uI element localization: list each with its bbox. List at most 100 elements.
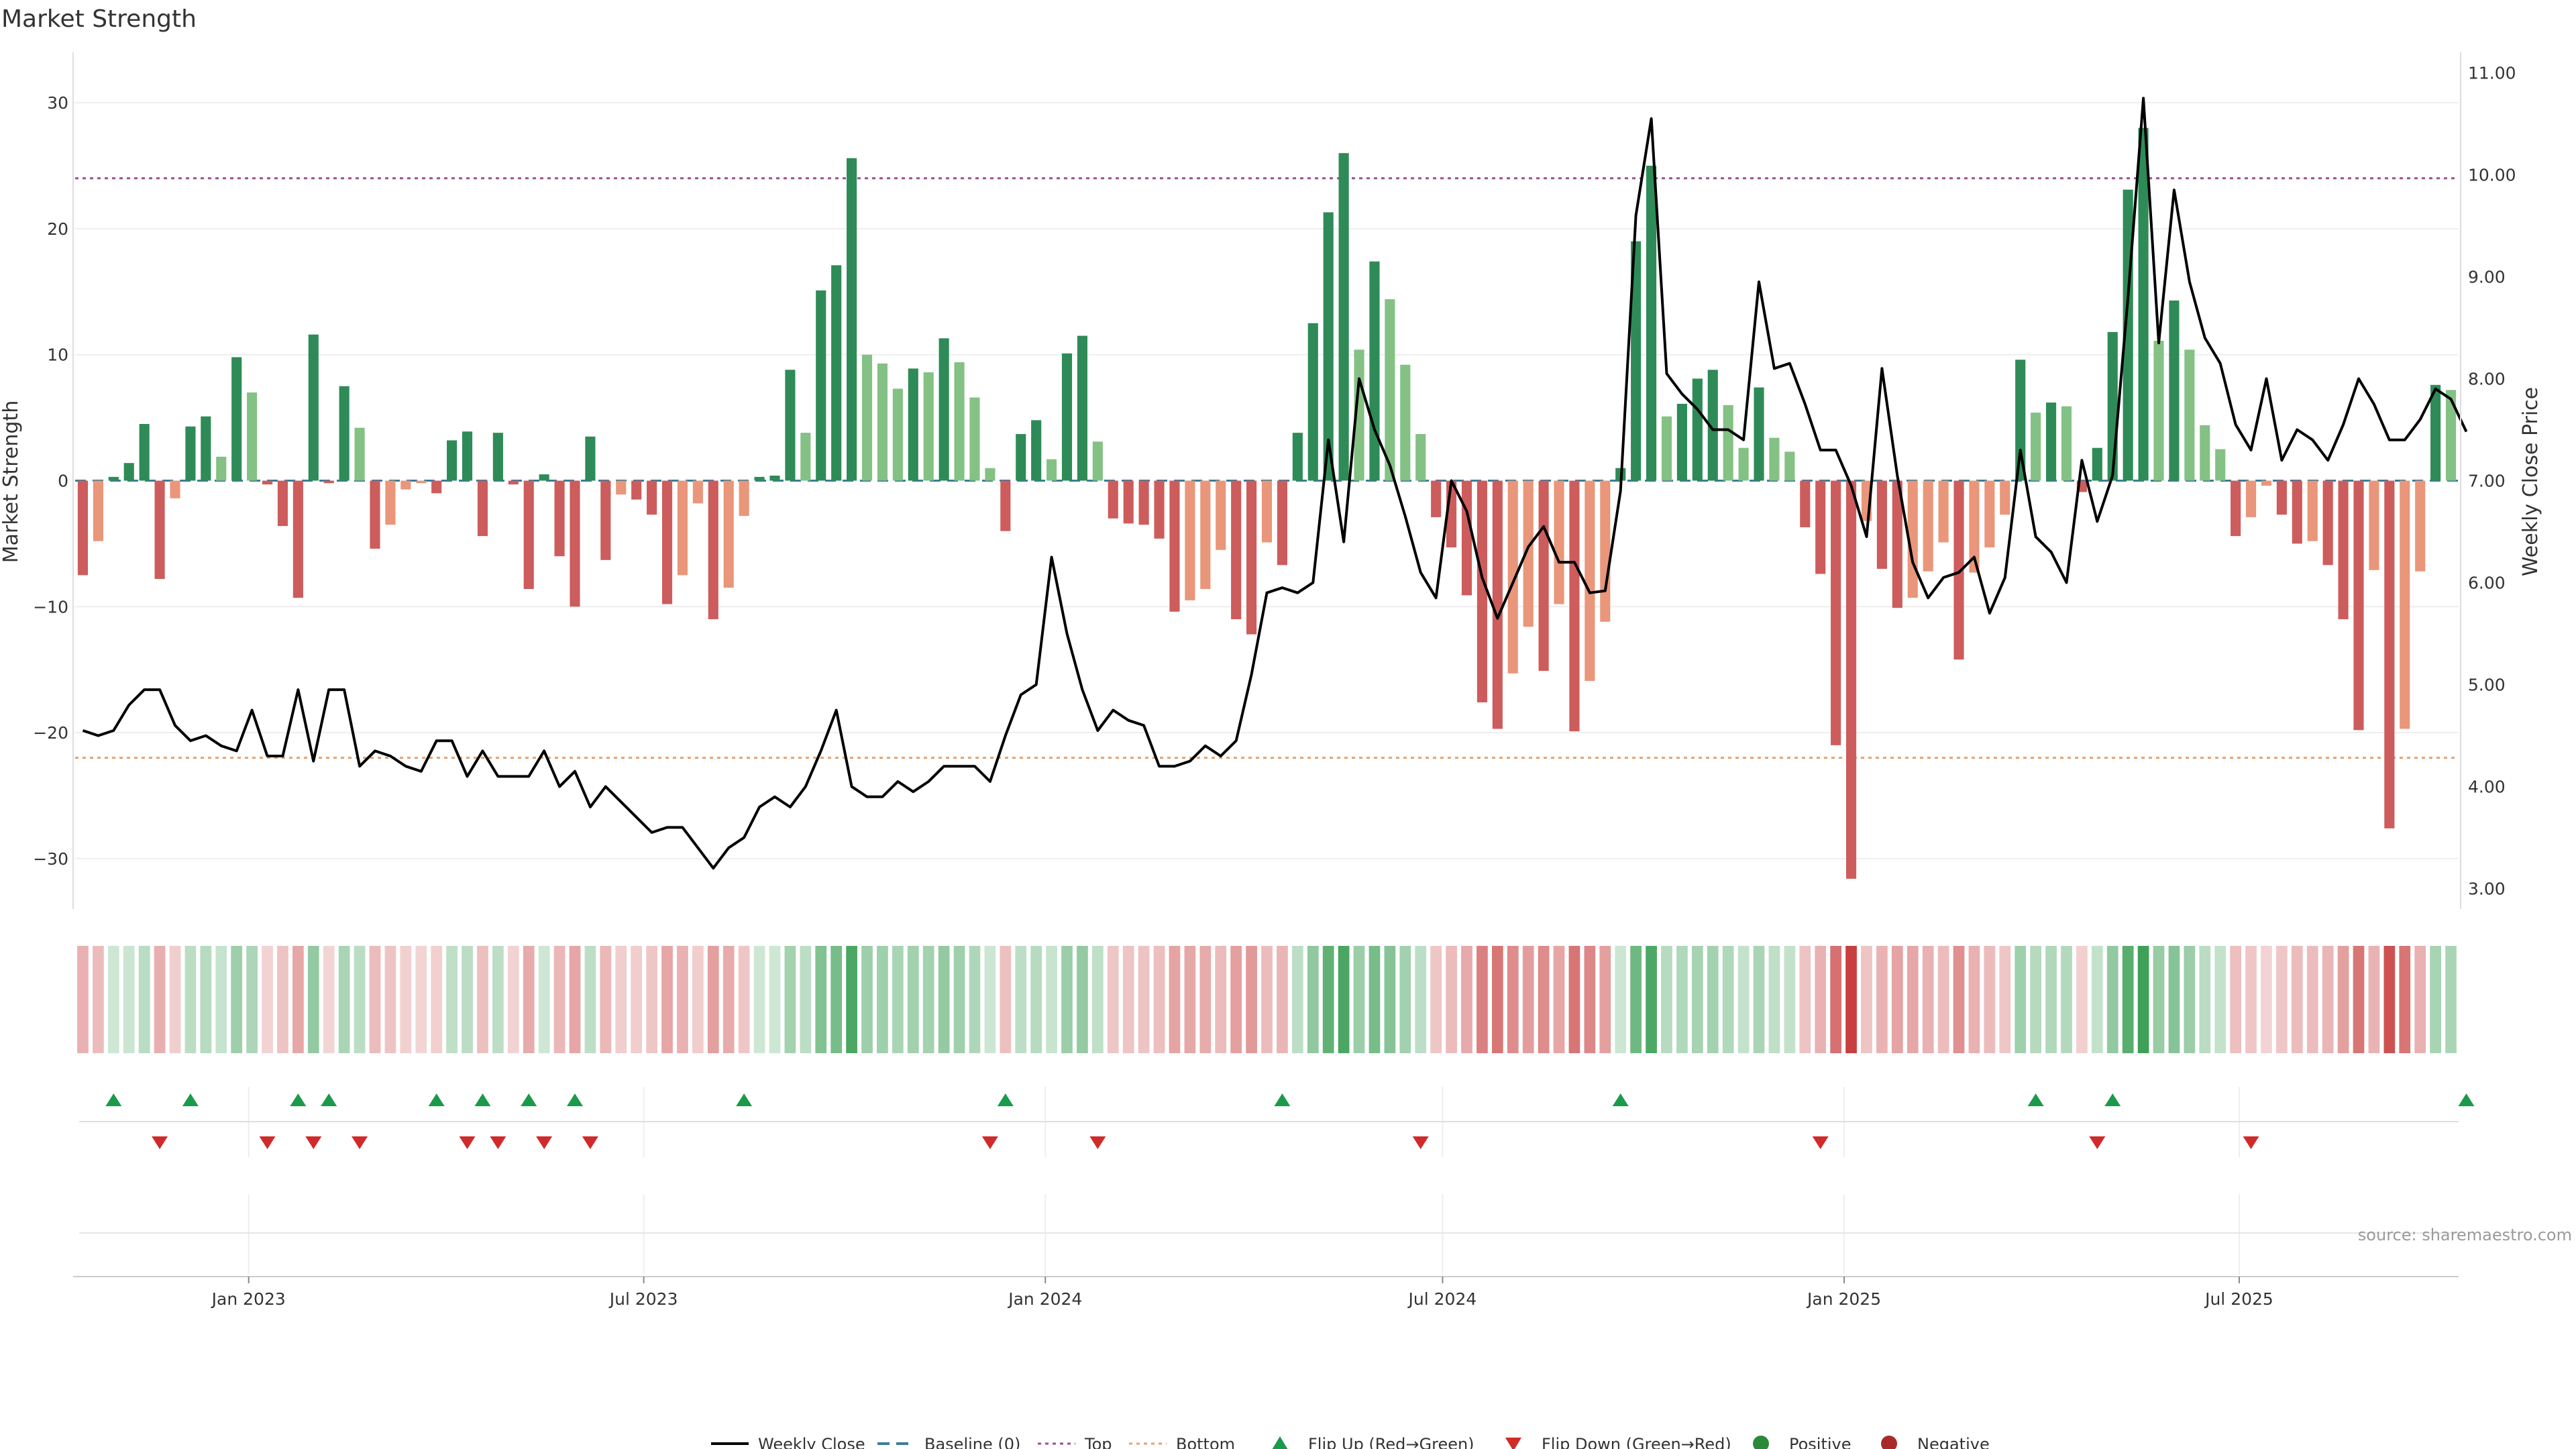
strength-bar [2353,480,2364,731]
heat-cell [1046,946,1057,1053]
y-axis-label: Market Strength [0,400,23,563]
y2-tick-label: 10.00 [2468,165,2516,184]
strength-bar [339,386,350,481]
strength-bar [2445,390,2457,481]
heat-cell [1538,946,1550,1053]
legend-label: Bottom [1176,1435,1235,1449]
strength-bar [370,480,380,549]
legend-item: Bottom [1129,1435,1235,1449]
y2-tick-label: 9.00 [2468,267,2506,286]
strength-bar [1292,433,1303,481]
strength-bar [1523,480,1534,627]
strength-bar [354,427,365,481]
heat-cell [2153,946,2165,1053]
flip-down-marker [152,1136,168,1149]
strength-bar [2415,480,2426,572]
strength-bar [1676,403,1687,481]
strength-bar [2184,350,2195,481]
heat-cell [262,946,273,1053]
strength-bar [2231,480,2241,537]
heat-cell [1138,946,1150,1053]
strength-bar [1938,480,1949,543]
strength-bar [554,480,565,557]
heat-cell [1768,946,1780,1053]
strength-bar [1784,451,1795,481]
heat-cell [492,946,504,1053]
flip-up-marker [105,1093,122,1106]
legend-swatch [1505,1438,1521,1449]
heat-cell [892,946,904,1053]
strength-bar [816,290,826,481]
strength-bar [323,480,334,484]
heat-cell [2061,946,2072,1053]
heat-cell [2030,946,2041,1053]
heat-cell [2306,946,2318,1053]
flip-down-marker [1412,1136,1429,1149]
strength-bar [2045,402,2057,481]
heat-cell [307,946,319,1053]
strength-bar [277,480,288,527]
heat-cell [707,946,719,1053]
flip-down-marker [582,1136,598,1149]
strength-bar [1892,480,1902,608]
strength-bar [616,480,627,495]
heat-cell [215,946,227,1053]
strength-bar [877,363,888,481]
heat-cell [338,946,350,1053]
heat-cell [984,946,996,1053]
heat-cell [538,946,550,1053]
strength-bar [2322,480,2333,566]
heat-cell [1953,946,1965,1053]
heat-cell [2337,946,2349,1053]
strength-bar [308,334,319,481]
strength-bar [1769,437,1780,481]
heat-cell [2230,946,2241,1053]
heat-cell [462,946,473,1053]
strength-bar [661,480,673,604]
heat-cell [1922,946,1934,1053]
strength-bar [1923,480,1933,572]
legend: Weekly Close Baseline (0) Top Bottom Flip Up… [711,1435,1990,1449]
strength-bar [1723,405,1733,481]
legend-item: Negative [1881,1435,1990,1449]
strength-bar [2000,480,2010,515]
strength-bar [2092,447,2102,481]
strength-bar [1461,480,1472,596]
heat-cell [722,946,735,1053]
strength-bar [2276,480,2287,515]
strength-bar [2400,480,2410,729]
strength-bar [139,423,150,481]
heat-cell [553,946,566,1053]
heat-cell [1368,946,1381,1053]
strength-bar [923,372,934,481]
flip-up-marker [182,1093,199,1106]
strength-bar [77,480,89,576]
flip-up-marker [474,1093,491,1106]
heat-cell [2353,946,2365,1053]
heat-cell [184,946,197,1053]
heat-cell [1199,946,1212,1053]
heat-cell [1907,946,1919,1053]
heat-cell [431,946,443,1053]
strength-bar [447,440,458,481]
heat-cell [569,946,581,1053]
strength-bar [1338,153,1349,481]
strength-bar [201,416,211,481]
strength-bar [1477,480,1487,703]
heat-cell [1246,946,1257,1053]
y-tick-label: 0 [58,472,68,491]
heat-cell [400,946,412,1053]
heat-cell [1737,946,1750,1053]
strength-bar [2245,480,2257,517]
heat-cell [1891,946,1903,1053]
strength-bar [1492,480,1503,729]
strength-bar [785,370,796,481]
strength-bar [292,480,303,598]
legend-swatch [1753,1436,1769,1449]
strength-bar [1169,480,1180,612]
legend-label: Baseline (0) [924,1435,1020,1449]
flip-up-marker [1274,1093,1291,1106]
heat-cell [2245,946,2257,1053]
heat-cell [815,946,827,1053]
strength-bar [2215,449,2226,481]
